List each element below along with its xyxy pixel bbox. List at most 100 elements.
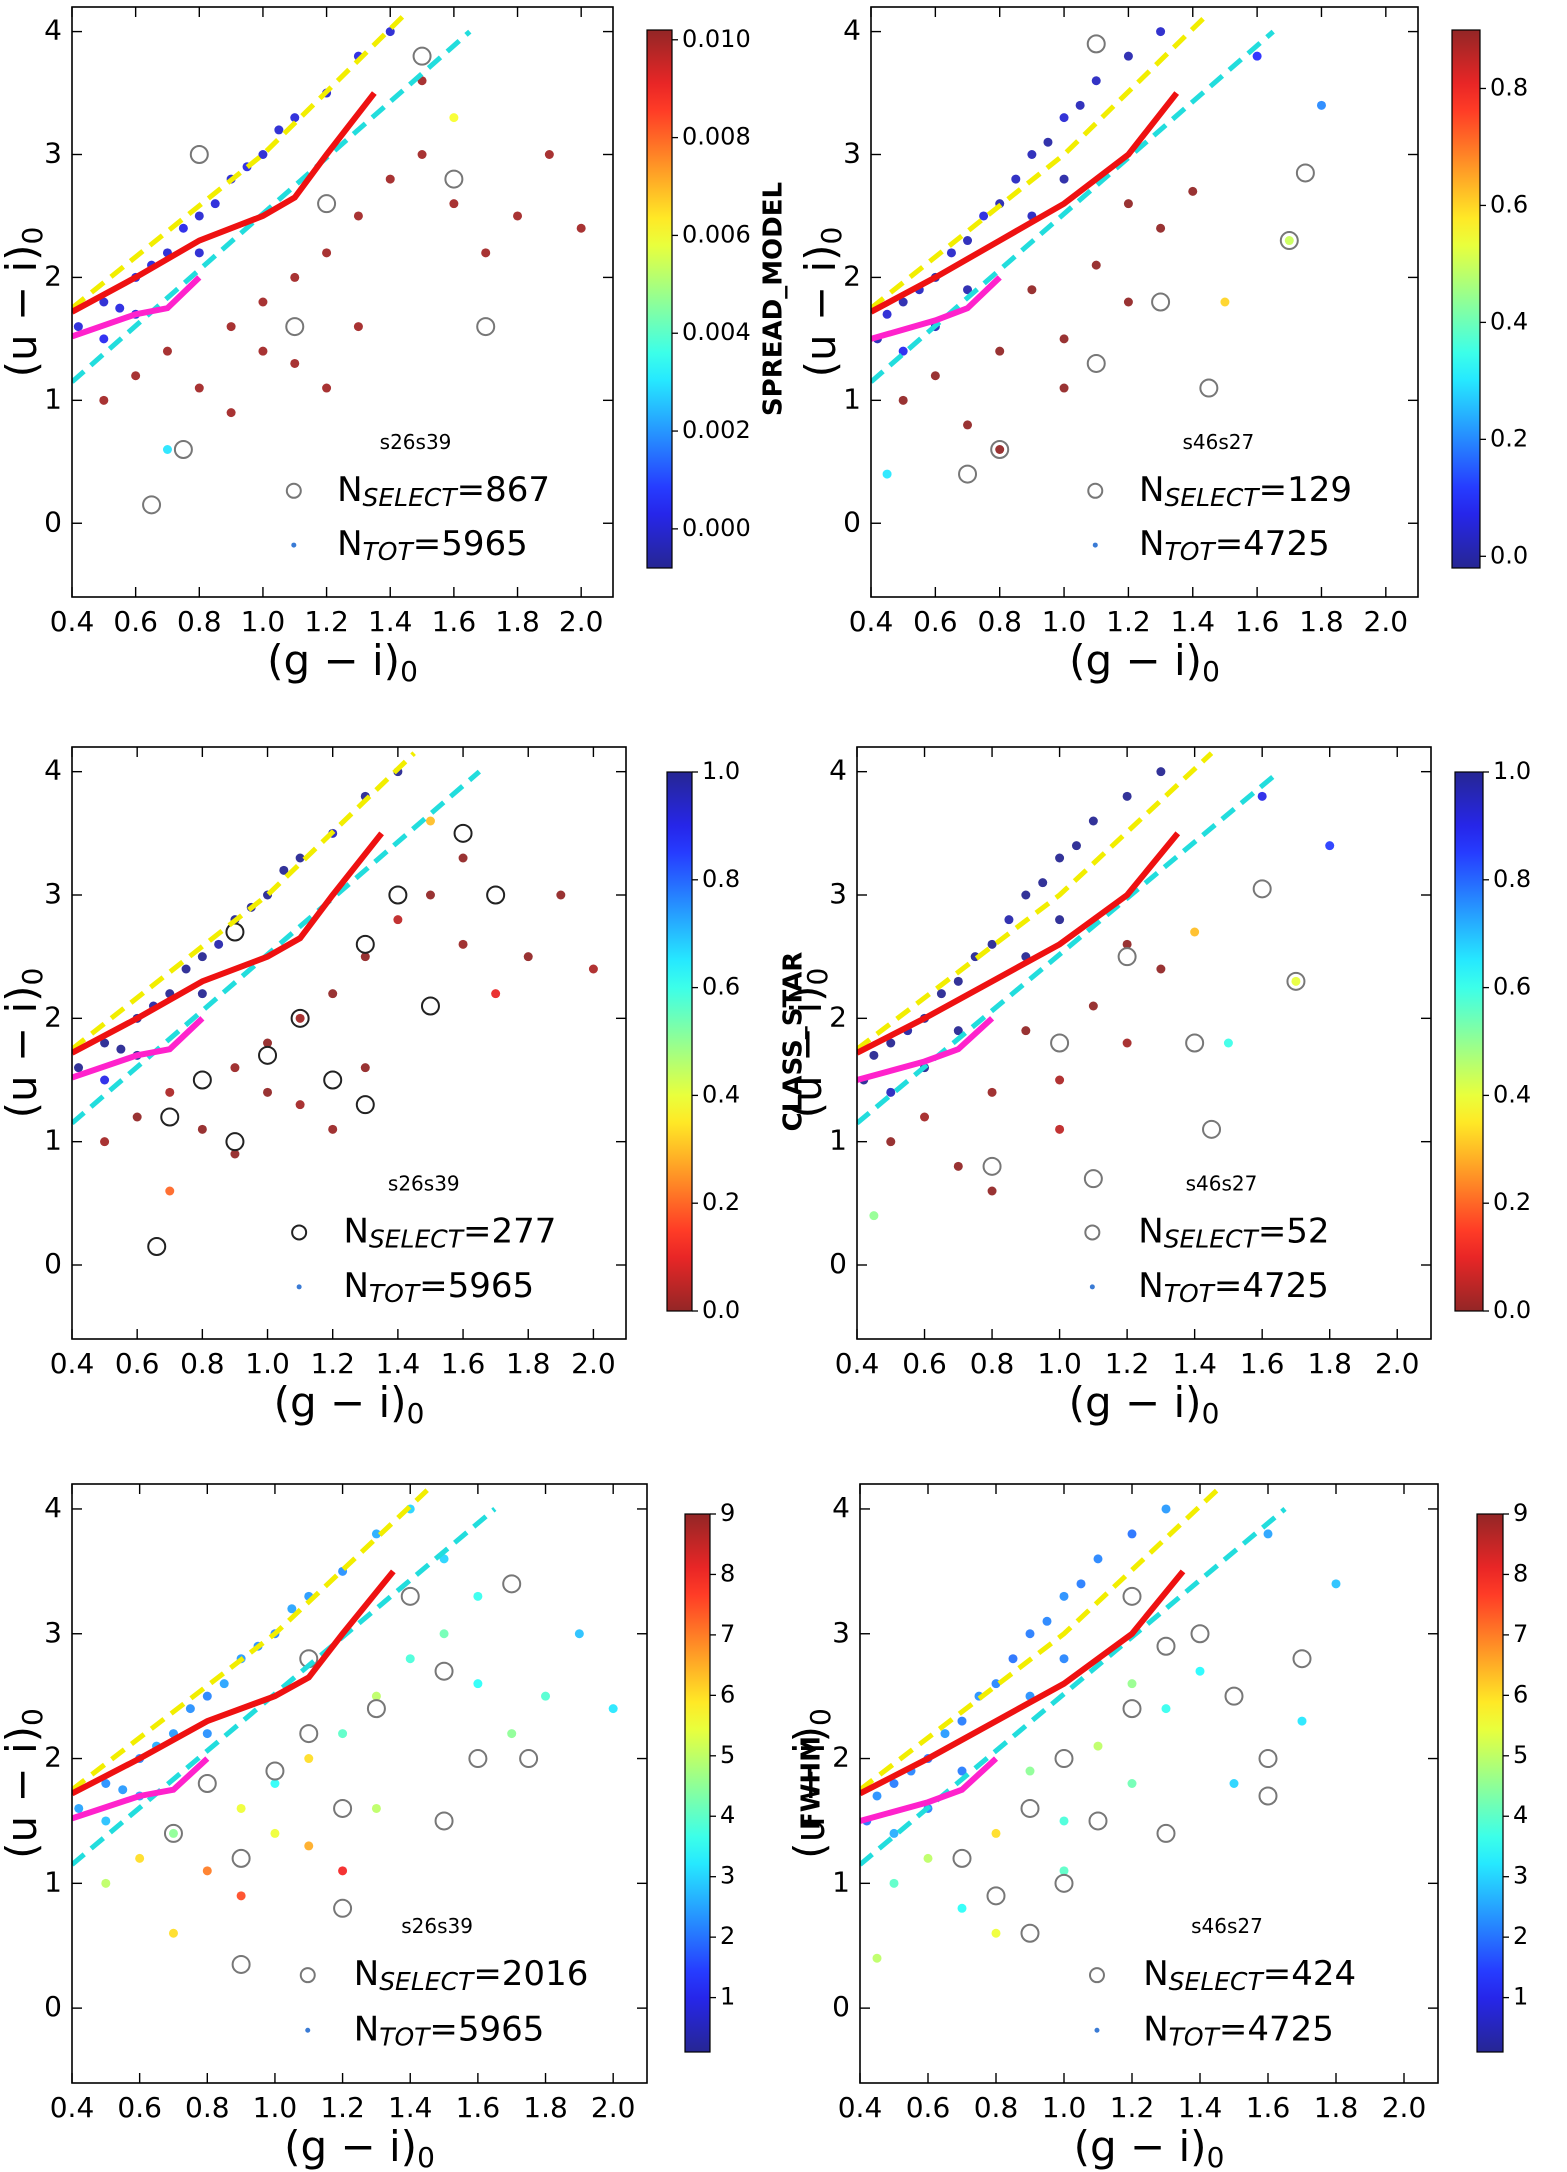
- x-tick-label: 0.6: [115, 1347, 160, 1380]
- x-tick-label: 2.0: [559, 605, 604, 638]
- colorbar: [646, 29, 673, 569]
- colorbar-tick-label: 6: [1513, 1680, 1528, 1708]
- data-point: [608, 1704, 618, 1714]
- data-point: [197, 952, 207, 962]
- panel: 0.4 0.6 0.8 1.0 1.2 1.4 1.6 1.8 2.0 0 1 2 3 4 (g − i)0…: [0, 1483, 827, 2172]
- y-tick-label: 0: [44, 505, 62, 538]
- selected-marker: [189, 145, 209, 164]
- legend-marker: [291, 1224, 308, 1241]
- data-point: [576, 223, 586, 233]
- x-tick-label: 1.2: [1110, 2091, 1155, 2124]
- data-point: [588, 964, 598, 974]
- selected-marker: [468, 1749, 488, 1769]
- colorbar-tick-label: 0.010: [682, 25, 751, 53]
- data-point: [194, 248, 204, 258]
- x-tick-label: 1.2: [1105, 1347, 1150, 1380]
- field-label: s26s39: [380, 430, 452, 454]
- colorbar-tick-label: 0.004: [682, 318, 751, 346]
- data-point: [74, 1063, 84, 1073]
- data-point: [219, 1679, 229, 1689]
- data-point: [898, 297, 908, 307]
- panel: 0.4 0.6 0.8 1.0 1.2 1.4 1.6 1.8 2.0 0 1 2 3 4 (g − i)0…: [782, 746, 1531, 1430]
- data-point: [1055, 1124, 1065, 1134]
- x-tick-label: 0.8: [177, 605, 222, 638]
- data-point: [1021, 1026, 1031, 1036]
- field-label: s26s39: [401, 1914, 473, 1938]
- data-point: [185, 1704, 195, 1714]
- selected-marker: [986, 1886, 1006, 1906]
- colorbar-tick-label: 4: [1513, 1801, 1528, 1829]
- data-point: [178, 223, 188, 233]
- data-point: [458, 939, 468, 949]
- plot-area: [860, 1488, 1341, 1963]
- selected-marker: [147, 1237, 167, 1256]
- data-point: [930, 371, 940, 381]
- data-point: [328, 1124, 338, 1134]
- reference-line: [72, 1569, 396, 1797]
- data-point: [226, 408, 236, 418]
- data-point: [290, 358, 300, 368]
- x-axis-label: (g − i)0: [284, 2122, 435, 2172]
- y-tick-label: 0: [829, 1247, 847, 1280]
- data-point: [491, 989, 501, 999]
- data-point: [371, 1803, 381, 1813]
- y-tick-label: 1: [829, 1124, 847, 1157]
- legend-marker: [1089, 1284, 1095, 1290]
- x-axis-label: (g − i)0: [1069, 636, 1220, 689]
- data-point: [165, 1087, 175, 1097]
- data-point: [1059, 383, 1069, 393]
- data-point: [304, 1754, 314, 1764]
- data-point: [953, 1026, 963, 1036]
- y-tick-label: 2: [44, 1000, 62, 1033]
- data-point: [1156, 223, 1166, 233]
- selected-marker: [1083, 1169, 1103, 1189]
- data-point: [439, 1629, 449, 1639]
- x-tick-label: 1.8: [1314, 2091, 1359, 2124]
- selected-marker: [197, 1774, 217, 1793]
- reference-line: [72, 1756, 210, 1822]
- colorbar-tick-label: 0.4: [1490, 307, 1528, 335]
- colorbar-label: FWHM: [797, 1736, 827, 1830]
- data-point: [1252, 51, 1262, 61]
- colorbar-tick-label: 0.4: [1493, 1080, 1531, 1108]
- data-point: [1331, 1579, 1341, 1589]
- y-tick-label: 0: [44, 1990, 62, 2023]
- data-point: [1188, 186, 1198, 196]
- data-point: [290, 272, 300, 282]
- data-point: [99, 334, 109, 344]
- legend-marker: [1084, 1224, 1101, 1241]
- x-tick-label: 1.8: [495, 605, 540, 638]
- legend-label: NTOT=5965: [354, 2009, 545, 2052]
- data-point: [226, 322, 236, 332]
- selected-marker: [1156, 1636, 1176, 1656]
- data-point: [100, 1137, 110, 1147]
- x-tick-label: 0.8: [977, 605, 1022, 638]
- data-point: [194, 383, 204, 393]
- plot-area: [857, 751, 1335, 1221]
- x-axis-label: (g − i)0: [1074, 2122, 1225, 2172]
- colorbar-tick-label: 0.002: [682, 416, 751, 444]
- data-point: [987, 939, 997, 949]
- colorbar-tick-label: 0.0: [1493, 1296, 1531, 1324]
- data-point: [353, 211, 363, 221]
- colorbar: [1454, 771, 1484, 1312]
- colorbar-tick-label: 7: [1513, 1620, 1528, 1648]
- x-axis-label: (g − i)0: [274, 1378, 425, 1431]
- colorbar-tick-label: 0.2: [702, 1188, 740, 1216]
- x-tick-label: 1.8: [1299, 605, 1344, 638]
- data-point: [963, 285, 973, 295]
- field-label: s46s27: [1186, 1172, 1258, 1196]
- data-point: [295, 853, 305, 863]
- colorbar-tick-label: 5: [1513, 1741, 1528, 1769]
- selected-marker: [1117, 947, 1137, 967]
- reference-line: [860, 1569, 1186, 1797]
- selected-marker: [355, 934, 375, 954]
- data-point: [953, 976, 963, 986]
- colorbar-tick-label: 5: [720, 1741, 735, 1769]
- data-point: [1127, 1679, 1137, 1689]
- selected-marker: [1086, 34, 1106, 54]
- y-axis-label: (u − i)0: [0, 227, 49, 378]
- data-point: [73, 322, 83, 332]
- x-tick-label: 1.4: [1170, 605, 1215, 638]
- x-tick-label: 0.6: [113, 605, 158, 638]
